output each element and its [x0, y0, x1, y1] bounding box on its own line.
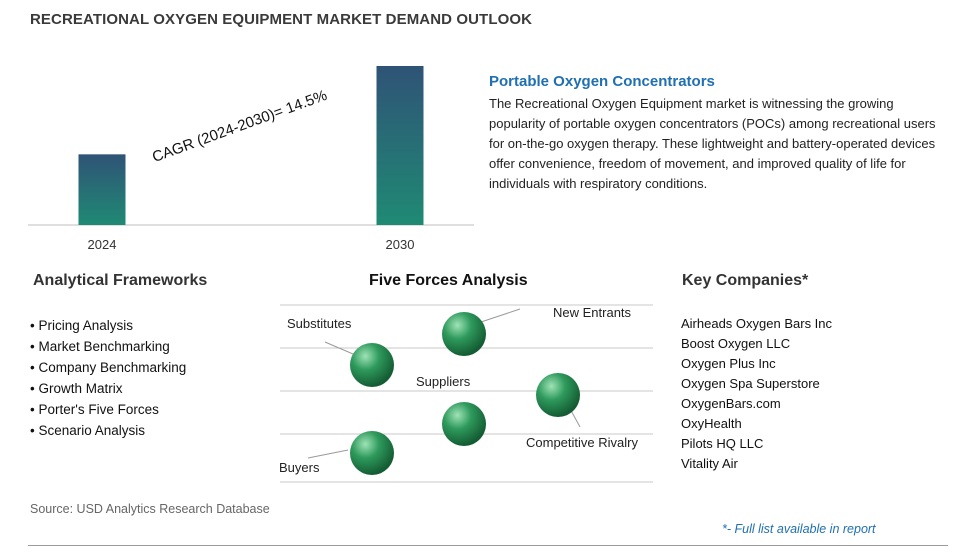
company-item: Pilots HQ LLC: [681, 436, 764, 451]
bottom-divider: [28, 545, 948, 546]
framework-item: Porter's Five Forces: [30, 399, 186, 420]
source-note: Source: USD Analytics Research Database: [30, 502, 270, 516]
page-title: RECREATIONAL OXYGEN EQUIPMENT MARKET DEM…: [30, 11, 533, 28]
framework-item: Market Benchmarking: [30, 336, 186, 357]
framework-item: Scenario Analysis: [30, 420, 186, 441]
company-item: Oxygen Spa Superstore: [681, 376, 820, 391]
suppliers-sphere: [442, 402, 486, 446]
five-forces-title: Five Forces Analysis: [369, 272, 528, 289]
company-item: Oxygen Plus Inc: [681, 356, 776, 371]
substitutes-sphere: [350, 343, 394, 387]
pane-title: Portable Oxygen Concentrators: [489, 73, 715, 90]
company-item: Boost Oxygen LLC: [681, 336, 791, 351]
substitutes-label: Substitutes: [287, 316, 352, 331]
companies-title: Key Companies*: [682, 272, 809, 289]
x-tick-label: 2030: [386, 237, 415, 252]
bar-2030: [376, 66, 424, 225]
frameworks-list: Pricing Analysis Market Benchmarking Com…: [30, 315, 186, 441]
new-entrants-label: New Entrants: [553, 305, 632, 320]
new-entrants-sphere: [442, 312, 486, 356]
company-item: Airheads Oxygen Bars Inc: [681, 316, 833, 331]
buyers-sphere: [350, 431, 394, 475]
company-item: Vitality Air: [681, 456, 738, 471]
framework-item: Pricing Analysis: [30, 315, 186, 336]
bar-2024: [78, 154, 126, 225]
framework-item: Growth Matrix: [30, 378, 186, 399]
pane-description: The Recreational Oxygen Equipment market…: [489, 96, 936, 191]
suppliers-label: Suppliers: [416, 374, 471, 389]
company-item: OxygenBars.com: [681, 396, 781, 411]
competitive-rivalry-label: Competitive Rivalry: [526, 435, 638, 450]
five-forces-diagram: Substitutes New Entrants Suppliers Compe…: [279, 304, 653, 483]
buyers-label: Buyers: [279, 460, 320, 475]
competitive-rivalry-sphere: [536, 373, 580, 417]
frameworks-title: Analytical Frameworks: [33, 272, 208, 289]
full-list-footnote: *- Full list available in report: [722, 522, 876, 536]
bar-chart: 2024 2030: [28, 66, 474, 252]
framework-item: Company Benchmarking: [30, 357, 186, 378]
companies-list: Airheads Oxygen Bars Inc Boost Oxygen LL…: [681, 314, 832, 474]
company-item: OxyHealth: [681, 416, 742, 431]
x-tick-label: 2024: [88, 237, 117, 252]
